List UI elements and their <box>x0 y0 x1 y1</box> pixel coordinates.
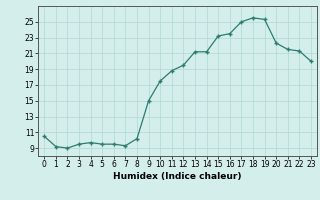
X-axis label: Humidex (Indice chaleur): Humidex (Indice chaleur) <box>113 172 242 181</box>
